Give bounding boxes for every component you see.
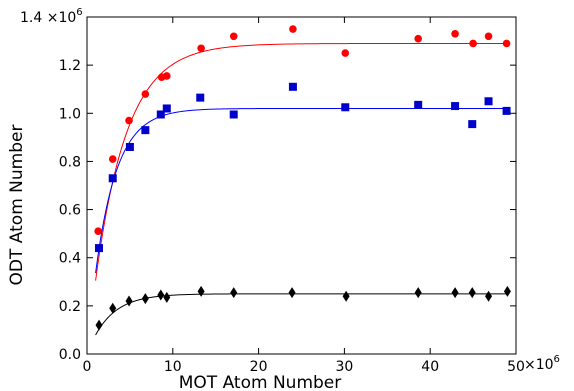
- data-point-series-2: [451, 102, 460, 111]
- x-tick-label: 30: [335, 359, 353, 375]
- data-point-series-1: [414, 34, 422, 43]
- y-tick-label: 0.8: [59, 154, 81, 170]
- data-point-series-3: [230, 287, 238, 299]
- data-point-series-1: [341, 49, 350, 57]
- data-point-series-2: [341, 103, 350, 112]
- data-point-series-3: [141, 293, 149, 305]
- data-point-series-2: [414, 100, 423, 109]
- x-tick-label: 50: [507, 359, 525, 375]
- data-point-series-3: [109, 302, 117, 314]
- data-point-series-2: [108, 174, 117, 183]
- y-multiplier-exponent: 6: [76, 7, 82, 18]
- x-axis-title: MOT Atom Number: [179, 373, 342, 391]
- data-point-series-3: [95, 319, 103, 331]
- data-point-series-2: [468, 120, 477, 129]
- data-point-series-1: [141, 90, 150, 98]
- x-tick-label: 10: [164, 359, 182, 375]
- x-axis-multiplier: ×106: [524, 354, 560, 373]
- data-point-series-2: [484, 97, 493, 106]
- plot-frame: [86, 16, 517, 355]
- data-point-series-1: [108, 155, 117, 163]
- data-point-series-1: [162, 72, 171, 80]
- data-point-series-2: [95, 244, 104, 253]
- data-points: [94, 25, 511, 331]
- data-point-series-2: [125, 142, 134, 151]
- data-point-series-3: [342, 290, 350, 302]
- y-axis-multiplier: 1.4 ×106: [20, 7, 83, 26]
- data-point-series-3: [288, 287, 296, 299]
- x-axis-ticks: 0 10 20 30 40 50: [83, 17, 525, 375]
- x-tick-label: 20: [250, 359, 268, 375]
- y-tick-label: 1.0: [59, 106, 81, 122]
- data-point-series-3: [125, 295, 133, 307]
- y-tick-label: 0.0: [59, 347, 81, 363]
- data-point-series-2: [229, 110, 238, 119]
- data-point-series-2: [156, 110, 165, 119]
- fit-curve-1: [95, 42, 508, 281]
- data-point-series-2: [502, 106, 511, 115]
- data-point-series-1: [197, 44, 205, 53]
- data-point-series-3: [468, 287, 476, 299]
- data-point-series-1: [484, 32, 493, 41]
- fit-curve-3: [95, 293, 508, 336]
- data-point-series-2: [141, 126, 150, 135]
- y-axis-title: ODT Atom Number: [7, 125, 27, 286]
- fit-curves: [95, 42, 508, 336]
- data-point-series-1: [451, 30, 459, 38]
- y-tick-label: 0.4: [59, 251, 81, 267]
- fit-curve-2: [95, 107, 508, 274]
- data-point-series-2: [288, 82, 297, 91]
- data-point-series-3: [503, 285, 511, 297]
- data-point-series-1: [94, 227, 102, 236]
- data-point-series-3: [485, 290, 493, 302]
- data-point-series-2: [162, 104, 171, 113]
- y-axis-ticks: 0.0 0.2 0.4 0.6 0.8 1.0 1.2: [59, 58, 516, 363]
- data-point-series-1: [289, 25, 297, 33]
- data-point-series-2: [196, 93, 205, 102]
- data-point-series-3: [451, 287, 459, 299]
- data-point-series-1: [502, 39, 511, 48]
- y-tick-label: 0.6: [59, 203, 81, 219]
- x-multiplier-base: ×10: [524, 357, 554, 373]
- x-multiplier-exponent: 6: [554, 354, 560, 365]
- data-point-series-1: [469, 39, 477, 48]
- data-point-series-3: [163, 291, 171, 303]
- data-point-series-1: [229, 32, 238, 41]
- x-tick-label: 40: [421, 359, 439, 375]
- data-point-series-1: [125, 116, 133, 125]
- y-multiplier-base: 1.4 ×10: [20, 10, 76, 26]
- data-point-series-3: [414, 287, 422, 299]
- x-tick-label: 0: [83, 359, 92, 375]
- data-point-series-3: [157, 289, 165, 301]
- y-tick-label: 1.2: [59, 58, 81, 74]
- y-tick-label: 0.2: [59, 299, 81, 315]
- data-point-series-3: [197, 285, 205, 297]
